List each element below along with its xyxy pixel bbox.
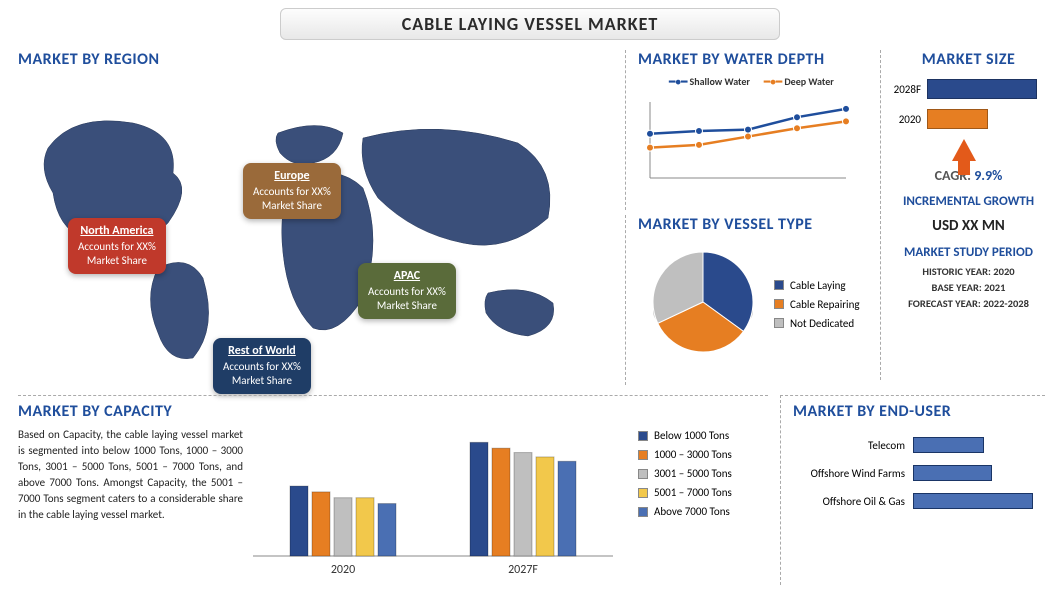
depth-legend-item: ━●━ Shallow Water xyxy=(669,75,750,88)
vessel-heading: MARKET BY VESSEL TYPE xyxy=(638,215,865,234)
pie-legend: Cable Laying Cable Repairing Not Dedicated xyxy=(774,279,860,336)
depth-legend: ━●━ Shallow Water ━●━ Deep Water xyxy=(638,75,865,88)
depth-chart xyxy=(638,90,858,190)
capacity-legend-item: 1000 – 3000 Tons xyxy=(638,448,768,461)
capacity-legend-item: Above 7000 Tons xyxy=(638,505,768,518)
size-section: MARKET SIZE 2028F 2020 CAGR: 9.9% INCREM… xyxy=(880,50,1048,380)
size-bars: 2028F 2020 xyxy=(889,79,1048,129)
enduser-bars: Telecom Offshore Wind Farms Offshore Oil &… xyxy=(793,437,1045,509)
size-bar-row: 2020 xyxy=(889,109,1048,129)
enduser-heading: MARKET BY END-USER xyxy=(793,402,1045,421)
world-map: North AmericaAccounts for XX%Market Shar… xyxy=(18,78,608,378)
capacity-section: MARKET BY CAPACITY Based on Capacity, th… xyxy=(18,395,768,585)
capacity-heading: MARKET BY CAPACITY xyxy=(18,402,768,421)
pie-legend-item: Not Dedicated xyxy=(774,317,860,330)
growth-arrow-icon xyxy=(952,139,976,161)
region-badge: Rest of WorldAccounts for XX%Market Shar… xyxy=(213,338,311,394)
pie-legend-item: Cable Repairing xyxy=(774,298,860,311)
capacity-text: Based on Capacity, the cable laying vess… xyxy=(18,427,243,586)
enduser-bar-row: Offshore Wind Farms xyxy=(793,465,1045,481)
enduser-bar-row: Telecom xyxy=(793,437,1045,453)
size-bar-row: 2028F xyxy=(889,79,1048,99)
svg-text:2027F: 2027F xyxy=(508,563,538,577)
growth-heading: INCREMENTAL GROWTH xyxy=(889,194,1048,209)
region-badge: North AmericaAccounts for XX%Market Shar… xyxy=(68,218,166,274)
capacity-legend-item: 3001 – 5000 Tons xyxy=(638,467,768,480)
study-lines: HISTORIC YEAR: 2020BASE YEAR: 2021FORECA… xyxy=(889,264,1048,311)
depth-heading: MARKET BY WATER DEPTH xyxy=(638,50,865,69)
enduser-bar-row: Offshore Oil & Gas xyxy=(793,493,1045,509)
depth-legend-item: ━●━ Deep Water xyxy=(764,75,834,88)
svg-text:2020: 2020 xyxy=(331,563,355,577)
pie-legend-item: Cable Laying xyxy=(774,279,860,292)
growth-value: USD XX MN xyxy=(889,217,1048,235)
pie-chart xyxy=(638,242,768,372)
enduser-section: MARKET BY END-USER Telecom Offshore Wind … xyxy=(780,395,1045,585)
vessel-section: MARKET BY VESSEL TYPE Cable LayingCable … xyxy=(625,215,865,385)
depth-section: MARKET BY WATER DEPTH ━●━ Shallow Water━… xyxy=(625,50,865,210)
capacity-legend-item: Below 1000 Tons xyxy=(638,429,768,442)
study-heading: MARKET STUDY PERIOD xyxy=(889,245,1048,260)
cagr-value: 9.9% xyxy=(974,167,1002,184)
region-badge: EuropeAccounts for XX%Market Share xyxy=(243,163,341,219)
region-heading: MARKET BY REGION xyxy=(18,50,608,69)
capacity-legend: Below 1000 Tons 1000 – 3000 Tons 3001 – 50… xyxy=(638,421,768,586)
size-heading: MARKET SIZE xyxy=(889,50,1048,69)
capacity-chart: 2020 2027F xyxy=(243,421,623,581)
capacity-legend-item: 5001 – 7000 Tons xyxy=(638,486,768,499)
region-badge: APACAccounts for XX%Market Share xyxy=(358,263,456,319)
region-section: MARKET BY REGION North AmericaAccounts f… xyxy=(18,50,608,380)
page-title: CABLE LAYING VESSEL MARKET xyxy=(280,8,780,40)
